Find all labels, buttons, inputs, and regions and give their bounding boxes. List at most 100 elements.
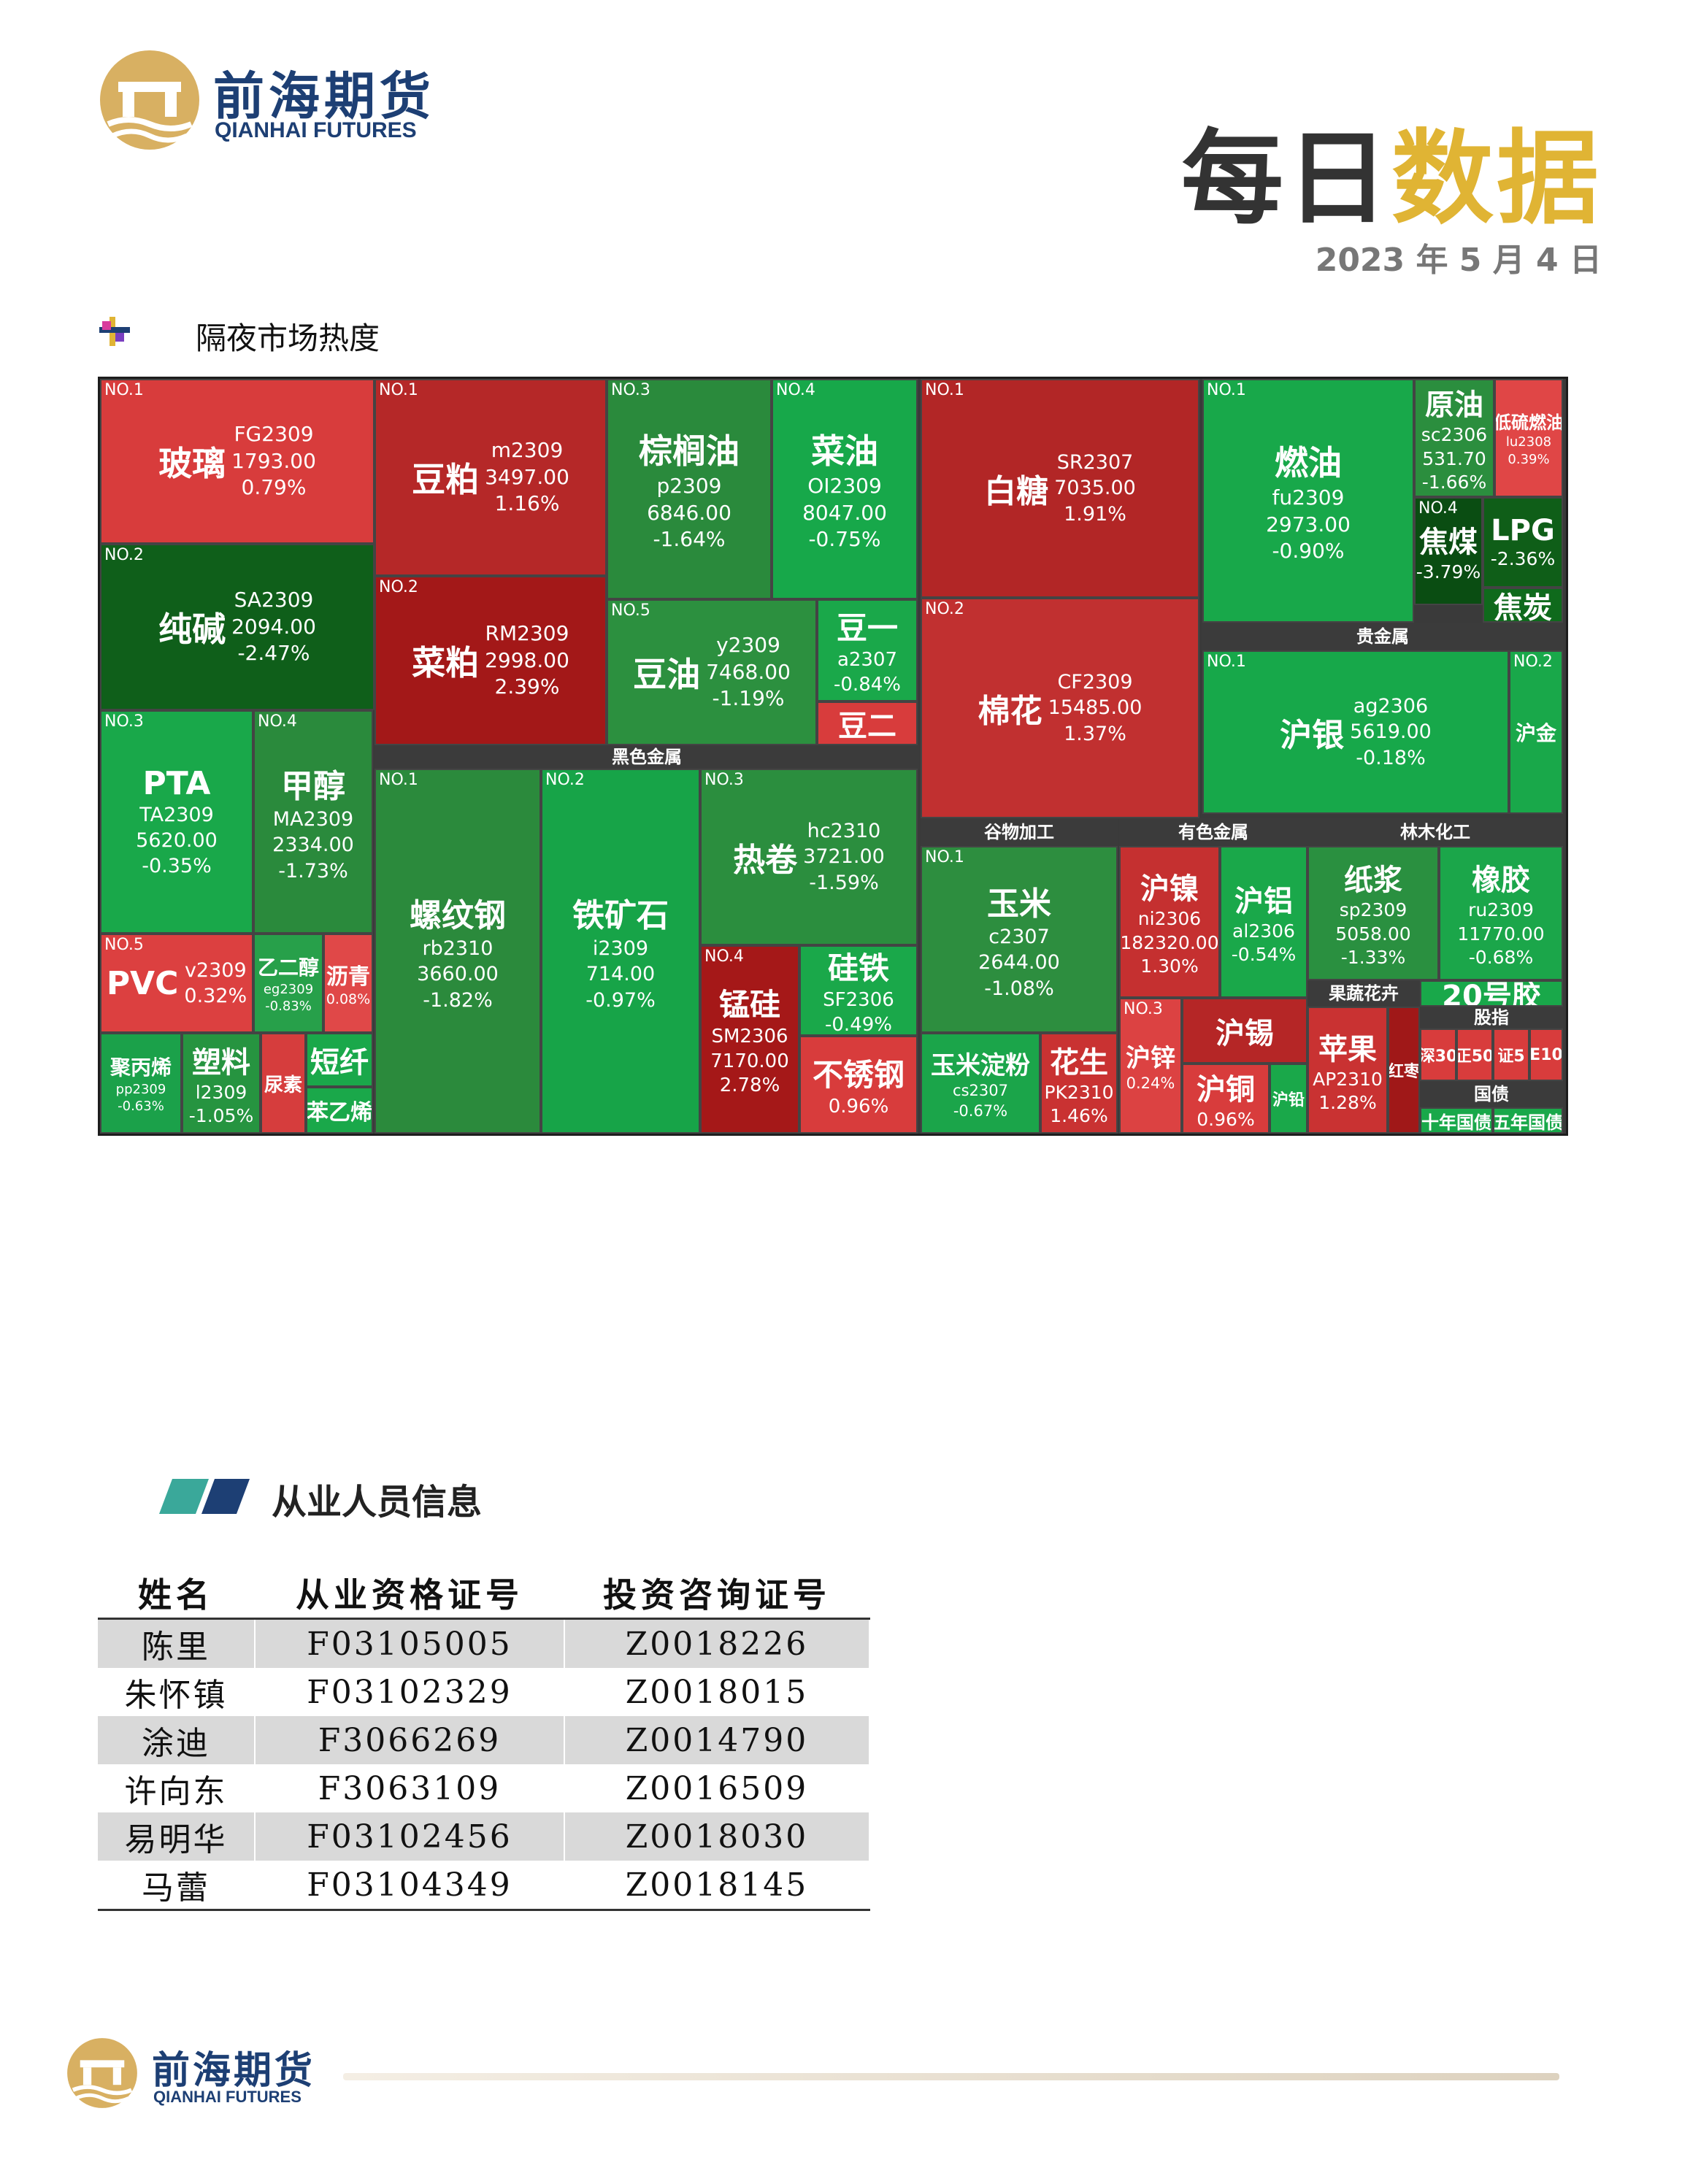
cell-consult: Z0018145 [564, 1861, 870, 1911]
footer-logo: 前海期货 QIANHAI FUTURES [66, 2037, 329, 2117]
treemap-tile: 豆二 [817, 701, 918, 745]
tile-code: rb2310 [422, 937, 494, 961]
tile-price: 3721.00 [803, 845, 885, 869]
tile-rank: NO.4 [704, 947, 744, 966]
tile-change: 1.28% [1318, 1092, 1377, 1113]
tile-name: 焦炭 [1494, 591, 1552, 623]
treemap-tile: 沪锡 [1182, 998, 1307, 1064]
tile-price: 3660.00 [417, 963, 499, 986]
treemap-tile: NO.5 豆油 y2309 7468.00 -1.19% [607, 599, 817, 745]
tile-name: 豆油 [633, 655, 701, 694]
tile-price: 2094.00 [231, 614, 316, 639]
tile-rank: NO.3 [1124, 1000, 1163, 1018]
tile-rank: NO.2 [104, 546, 144, 564]
tile-price: 1793.00 [231, 448, 316, 473]
treemap-tile: 沪镍 ni2306 182320.00 1.30% [1119, 846, 1220, 998]
tile-name: 乙二醇 [257, 955, 319, 980]
tile-code: sc2306 [1421, 424, 1488, 446]
tile-name: 沪锡 [1216, 1017, 1274, 1050]
tile-rank: NO.2 [1513, 653, 1553, 671]
treemap-tile: 橡胶 ru2309 11770.00 -0.68% [1439, 846, 1563, 980]
treemap-tile: 20号胶 [1420, 980, 1563, 1007]
cell-consult: Z0014790 [564, 1716, 870, 1764]
tile-name: 棉花 [978, 693, 1042, 730]
treemap-tile: NO.1 白糖 SR2307 7035.00 1.91% [921, 379, 1199, 598]
cell-consult: Z0018226 [564, 1618, 870, 1668]
treemap-tile: NO.5 PVC v2309 0.32% [100, 934, 253, 1033]
treemap-group-header: 股指 [1420, 1007, 1563, 1028]
treemap-tile: NO.1 玉米 c2307 2644.00 -1.08% [921, 846, 1118, 1033]
tile-name: 低硫燃油 [1494, 412, 1563, 434]
tile-code: y2309 [716, 633, 780, 658]
tile-name: 聚丙烯 [110, 1055, 172, 1080]
tile-name: 豆粕 [412, 460, 480, 499]
treemap-tile: 低硫燃油 lu2308 0.39% [1494, 379, 1563, 497]
tile-code: SM2306 [711, 1025, 788, 1047]
tile-rank: NO.5 [611, 601, 650, 620]
treemap-tile: 纸浆 sp2309 5058.00 -1.33% [1307, 846, 1439, 980]
treemap-tile: 苹果 AP2310 1.28% [1307, 1007, 1388, 1134]
tile-name: 菜油 [811, 431, 878, 472]
tile-name: 燃油 [1275, 443, 1342, 483]
tile-rank: NO.3 [704, 771, 744, 789]
tile-name: 五年国债 [1493, 1112, 1563, 1133]
tile-name: 沪镍 [1140, 872, 1199, 907]
tile-change: 1.16% [494, 491, 560, 516]
tile-change: 0.32% [184, 985, 247, 1007]
tile-name: 焦煤 [1419, 525, 1478, 559]
tile-name: 锰硅 [718, 986, 780, 1023]
tile-price: 531.70 [1422, 447, 1486, 469]
tile-price: 2973.00 [1266, 512, 1351, 537]
tile-code: m2309 [491, 438, 564, 463]
tile-name: 原油 [1425, 388, 1483, 423]
treemap-tile: 焦炭 [1483, 588, 1563, 623]
tile-price: 11770.00 [1457, 923, 1545, 945]
brand-name-cn: 前海期货 [213, 66, 435, 126]
treemap-tile: 豆一 a2307 -0.84% [817, 599, 918, 701]
section-title-staff: 从业人员信息 [272, 1482, 483, 1523]
table-row: 许向东 F3063109 Z0016509 [98, 1764, 870, 1812]
cell-name: 陈里 [98, 1618, 256, 1668]
treemap-tile: 沪铅 [1270, 1064, 1307, 1134]
tile-change: -2.47% [237, 641, 310, 666]
tile-change: -1.33% [1340, 947, 1406, 969]
header-consult: 投资咨询证号 [564, 1568, 870, 1620]
tile-code: TA2309 [139, 803, 214, 826]
tile-rank: NO.2 [379, 578, 418, 596]
section-stripe-icon [159, 1479, 250, 1514]
cell-qualification: F03102329 [255, 1668, 565, 1716]
tile-change: 0.96% [828, 1095, 889, 1118]
tile-price: 714.00 [585, 963, 656, 986]
tile-name: 玉米淀粉 [931, 1051, 1030, 1081]
staff-table: 姓名 从业资格证号 投资咨询证号 陈里 F03105005 Z0018226 朱… [98, 1568, 870, 1911]
tile-change: -1.59% [809, 871, 879, 894]
tile-change: -1.64% [653, 527, 726, 552]
tile-name: 豆二 [838, 710, 896, 743]
tile-change: -3.79% [1416, 561, 1481, 582]
cell-qualification: F3063109 [255, 1764, 565, 1812]
tile-price: 2644.00 [978, 951, 1060, 974]
tile-code: a2307 [837, 648, 898, 671]
treemap-tile: 乙二醇 eg2309 -0.83% [253, 934, 323, 1033]
tile-price: 5619.00 [1350, 720, 1432, 744]
cell-name: 易明华 [98, 1812, 256, 1861]
tile-rank: NO.3 [104, 712, 144, 731]
tile-code: lu2308 [1505, 434, 1552, 450]
tile-code: l2309 [195, 1081, 247, 1103]
cell-qualification: F03102456 [255, 1812, 565, 1861]
treemap-tile: 深30 [1420, 1028, 1456, 1081]
cell-qualification: F03105005 [255, 1618, 565, 1668]
tile-change: 2.39% [494, 674, 560, 699]
tile-name: 沥青 [326, 964, 370, 990]
treemap-tile: 原油 sc2306 531.70 -1.66% [1414, 379, 1494, 497]
tile-name: 螺纹钢 [410, 897, 506, 935]
tile-name: 玻璃 [158, 444, 226, 483]
tile-rank: NO.4 [258, 712, 297, 731]
tile-rank: NO.1 [104, 381, 144, 399]
tile-name: E10 [1529, 1045, 1563, 1064]
brand-emblem-icon [100, 50, 199, 150]
tile-rank: NO.1 [1207, 653, 1246, 671]
tile-code: CF2309 [1057, 671, 1133, 694]
table-row: 陈里 F03105005 Z0018226 [98, 1618, 870, 1668]
document-date: 2023 年 5 月 4 日 [1315, 242, 1602, 279]
